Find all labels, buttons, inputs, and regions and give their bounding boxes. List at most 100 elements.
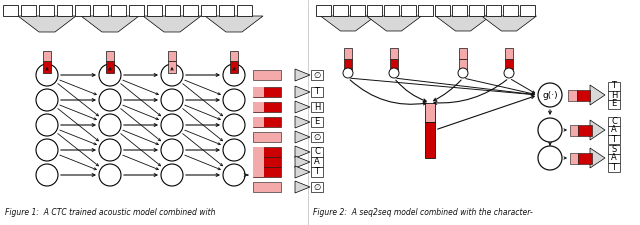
Bar <box>311 147 323 157</box>
Circle shape <box>161 89 183 111</box>
Polygon shape <box>321 16 376 31</box>
Circle shape <box>161 64 183 86</box>
Circle shape <box>223 89 245 111</box>
Bar <box>311 117 323 127</box>
Circle shape <box>99 64 121 86</box>
Text: ∅: ∅ <box>314 70 321 79</box>
Text: E: E <box>314 117 319 126</box>
Bar <box>237 5 252 16</box>
Polygon shape <box>295 131 310 143</box>
Circle shape <box>36 164 58 186</box>
Bar <box>417 5 433 16</box>
Bar <box>218 5 234 16</box>
Text: A: A <box>611 153 617 162</box>
Bar <box>608 162 620 171</box>
Text: g(·): g(·) <box>542 90 558 99</box>
Polygon shape <box>81 16 139 32</box>
Bar <box>486 5 500 16</box>
Bar <box>425 122 435 158</box>
Bar <box>253 132 281 142</box>
Bar <box>230 51 238 61</box>
Circle shape <box>99 114 121 136</box>
Bar <box>311 182 323 192</box>
Bar <box>38 5 54 16</box>
Circle shape <box>161 114 183 136</box>
Polygon shape <box>295 116 310 128</box>
Text: A: A <box>611 126 617 135</box>
Polygon shape <box>295 86 310 98</box>
Text: A: A <box>314 158 320 166</box>
Circle shape <box>538 83 562 107</box>
Circle shape <box>504 68 514 78</box>
Bar <box>253 157 281 167</box>
Bar <box>459 59 467 73</box>
Bar <box>401 5 415 16</box>
Bar <box>129 5 143 16</box>
Polygon shape <box>295 181 310 193</box>
Bar <box>505 48 513 59</box>
Polygon shape <box>295 156 310 168</box>
Polygon shape <box>205 16 263 32</box>
Circle shape <box>99 89 121 111</box>
Bar <box>333 5 348 16</box>
Bar <box>608 99 620 108</box>
Circle shape <box>36 64 58 86</box>
Circle shape <box>161 164 183 186</box>
Text: T: T <box>314 88 319 97</box>
Bar <box>168 51 176 61</box>
Circle shape <box>99 139 121 161</box>
Bar <box>147 5 161 16</box>
Circle shape <box>538 118 562 142</box>
Bar <box>106 61 114 73</box>
Polygon shape <box>295 166 310 178</box>
Bar <box>253 167 264 177</box>
Text: T: T <box>611 81 616 90</box>
Bar <box>106 51 114 61</box>
Bar <box>182 5 198 16</box>
Bar <box>230 61 238 73</box>
Circle shape <box>36 139 58 161</box>
Bar <box>43 51 51 61</box>
Polygon shape <box>367 16 422 31</box>
Text: ∅: ∅ <box>314 182 321 191</box>
Text: E: E <box>611 99 616 108</box>
Bar <box>578 153 592 164</box>
Bar <box>451 5 467 16</box>
Polygon shape <box>143 16 201 32</box>
Circle shape <box>36 89 58 111</box>
Bar <box>608 81 620 90</box>
Bar <box>344 59 352 73</box>
Bar <box>390 48 398 59</box>
Bar <box>502 5 518 16</box>
Circle shape <box>389 68 399 78</box>
Circle shape <box>343 68 353 78</box>
Text: Figure 1:  A CTC trained acoustic model combined with: Figure 1: A CTC trained acoustic model c… <box>5 208 216 217</box>
Bar <box>383 5 399 16</box>
Text: Figure 2:  A seq2seq model combined with the character-: Figure 2: A seq2seq model combined with … <box>313 208 532 217</box>
Bar <box>43 61 51 73</box>
Bar <box>253 87 264 97</box>
Polygon shape <box>18 16 76 32</box>
Circle shape <box>538 146 562 170</box>
Bar <box>168 61 176 73</box>
Text: T: T <box>611 162 616 171</box>
Polygon shape <box>590 148 605 168</box>
Bar <box>316 5 330 16</box>
Circle shape <box>99 164 121 186</box>
Bar <box>435 5 449 16</box>
Polygon shape <box>295 69 310 81</box>
Bar <box>20 5 35 16</box>
Bar <box>568 90 577 101</box>
Bar <box>311 132 323 142</box>
Bar <box>253 102 281 112</box>
Bar <box>311 87 323 97</box>
Bar <box>253 147 281 157</box>
Bar <box>164 5 179 16</box>
Bar <box>93 5 108 16</box>
Text: S: S <box>611 144 616 153</box>
Text: T: T <box>314 167 319 176</box>
Bar <box>390 59 398 73</box>
Bar <box>311 157 323 167</box>
Text: H: H <box>314 103 320 112</box>
Bar <box>608 126 620 135</box>
